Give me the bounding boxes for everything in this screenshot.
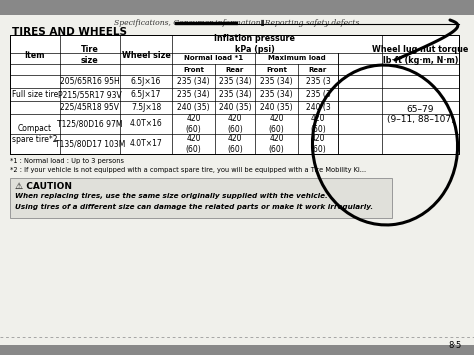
Text: Using tires of a different size can damage the related parts or make it work irr: Using tires of a different size can dama… [15, 204, 373, 210]
Text: 240 (35): 240 (35) [177, 103, 210, 112]
Bar [0, 0, 474, 15]
Text: 235 (3: 235 (3 [306, 77, 330, 86]
Text: 6.5J×16: 6.5J×16 [131, 77, 161, 86]
Text: 420
(60): 420 (60) [310, 134, 326, 154]
Text: 420
(60): 420 (60) [227, 134, 243, 154]
Text: Normal load *1: Normal load *1 [184, 55, 243, 61]
Bar [0, 345, 474, 355]
Text: T125/80D16 97M: T125/80D16 97M [57, 120, 123, 129]
Text: 420
(60): 420 (60) [227, 114, 243, 134]
Text: 235 (34): 235 (34) [219, 77, 251, 86]
Text: Front: Front [266, 66, 287, 72]
Text: 420
(60): 420 (60) [269, 114, 284, 134]
Text: Compact
spare tire*2: Compact spare tire*2 [12, 124, 58, 144]
Text: Maximum load: Maximum load [268, 55, 325, 61]
Text: *1 : Normal load : Up to 3 persons: *1 : Normal load : Up to 3 persons [10, 158, 124, 164]
Text: 4.0T×16: 4.0T×16 [129, 120, 163, 129]
Text: 420
(60): 420 (60) [186, 134, 201, 154]
Text: 65–79
(9–11, 88–107): 65–79 (9–11, 88–107) [387, 105, 454, 124]
Text: P215/55R17 93V: P215/55R17 93V [58, 90, 122, 99]
Text: 240 (35): 240 (35) [219, 103, 251, 112]
Text: Rear: Rear [226, 66, 244, 72]
Text: 235 (34): 235 (34) [260, 90, 293, 99]
Text: Wheel size: Wheel size [121, 50, 171, 60]
Text: 235 (3: 235 (3 [306, 90, 330, 99]
Bar [10, 178, 392, 218]
Text: Specifications, Consumer information▮Reporting safety defects: Specifications, Consumer information▮Rep… [114, 19, 360, 27]
Text: Item: Item [25, 50, 45, 60]
Text: ⚠ CAUTION: ⚠ CAUTION [15, 182, 72, 191]
Text: Wheel lug nut torque
lb·ft (kg·m, N·m): Wheel lug nut torque lb·ft (kg·m, N·m) [372, 45, 469, 65]
Text: 235 (34): 235 (34) [219, 90, 251, 99]
Text: 240 (3: 240 (3 [306, 103, 330, 112]
Text: 6.5J×17: 6.5J×17 [131, 90, 161, 99]
Text: 4.0T×17: 4.0T×17 [129, 140, 163, 148]
Text: 240 (35): 240 (35) [260, 103, 293, 112]
Text: TIRES AND WHEELS: TIRES AND WHEELS [12, 27, 127, 37]
Text: 205/65R16 95H: 205/65R16 95H [60, 77, 120, 86]
Text: 225/45R18 95V: 225/45R18 95V [61, 103, 119, 112]
Text: 7.5J×18: 7.5J×18 [131, 103, 161, 112]
Text: Rear: Rear [309, 66, 327, 72]
Text: 235 (34): 235 (34) [177, 77, 210, 86]
Text: T135/80D17 103M: T135/80D17 103M [55, 140, 125, 148]
Text: 420
(60): 420 (60) [269, 134, 284, 154]
Text: *2 : If your vehicle is not equipped with a compact spare tire, you will be equi: *2 : If your vehicle is not equipped wit… [10, 167, 366, 173]
Text: Full size tire: Full size tire [12, 90, 58, 99]
Text: 420
(60): 420 (60) [310, 114, 326, 134]
Text: 235 (34): 235 (34) [177, 90, 210, 99]
Text: 235 (34): 235 (34) [260, 77, 293, 86]
Text: When replacing tires, use the same size originally supplied with the vehicle.: When replacing tires, use the same size … [15, 193, 328, 199]
Text: Inflation pressure
kPa (psi): Inflation pressure kPa (psi) [215, 34, 295, 54]
Text: Front: Front [183, 66, 204, 72]
Bar [10, 35, 459, 154]
Text: Tire
size: Tire size [81, 45, 99, 65]
Text: 420
(60): 420 (60) [186, 114, 201, 134]
Text: 8·5: 8·5 [449, 341, 462, 350]
